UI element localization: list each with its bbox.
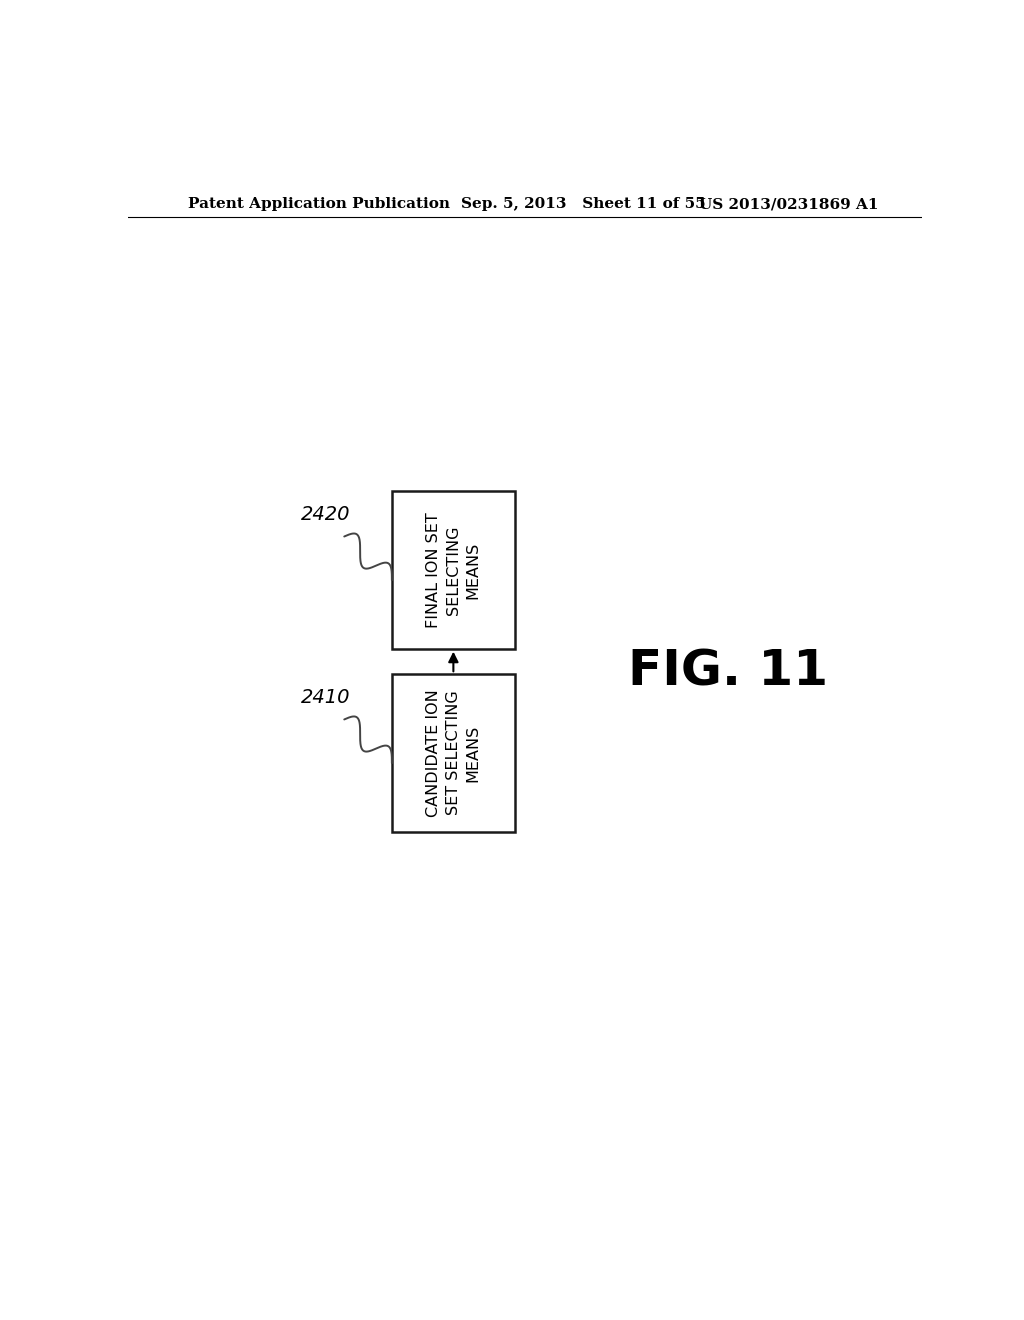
Text: Patent Application Publication: Patent Application Publication — [187, 197, 450, 211]
Bar — [392, 675, 515, 832]
Text: 2410: 2410 — [301, 688, 350, 706]
Text: FINAL ION SET
SELECTING
MEANS: FINAL ION SET SELECTING MEANS — [426, 512, 480, 628]
Text: US 2013/0231869 A1: US 2013/0231869 A1 — [699, 197, 879, 211]
Text: Sep. 5, 2013   Sheet 11 of 55: Sep. 5, 2013 Sheet 11 of 55 — [461, 197, 706, 211]
Text: CANDIDATE ION
SET SELECTING
MEANS: CANDIDATE ION SET SELECTING MEANS — [426, 689, 480, 817]
Bar — [392, 491, 515, 649]
Text: 2420: 2420 — [301, 504, 350, 524]
Text: FIG. 11: FIG. 11 — [628, 648, 828, 696]
